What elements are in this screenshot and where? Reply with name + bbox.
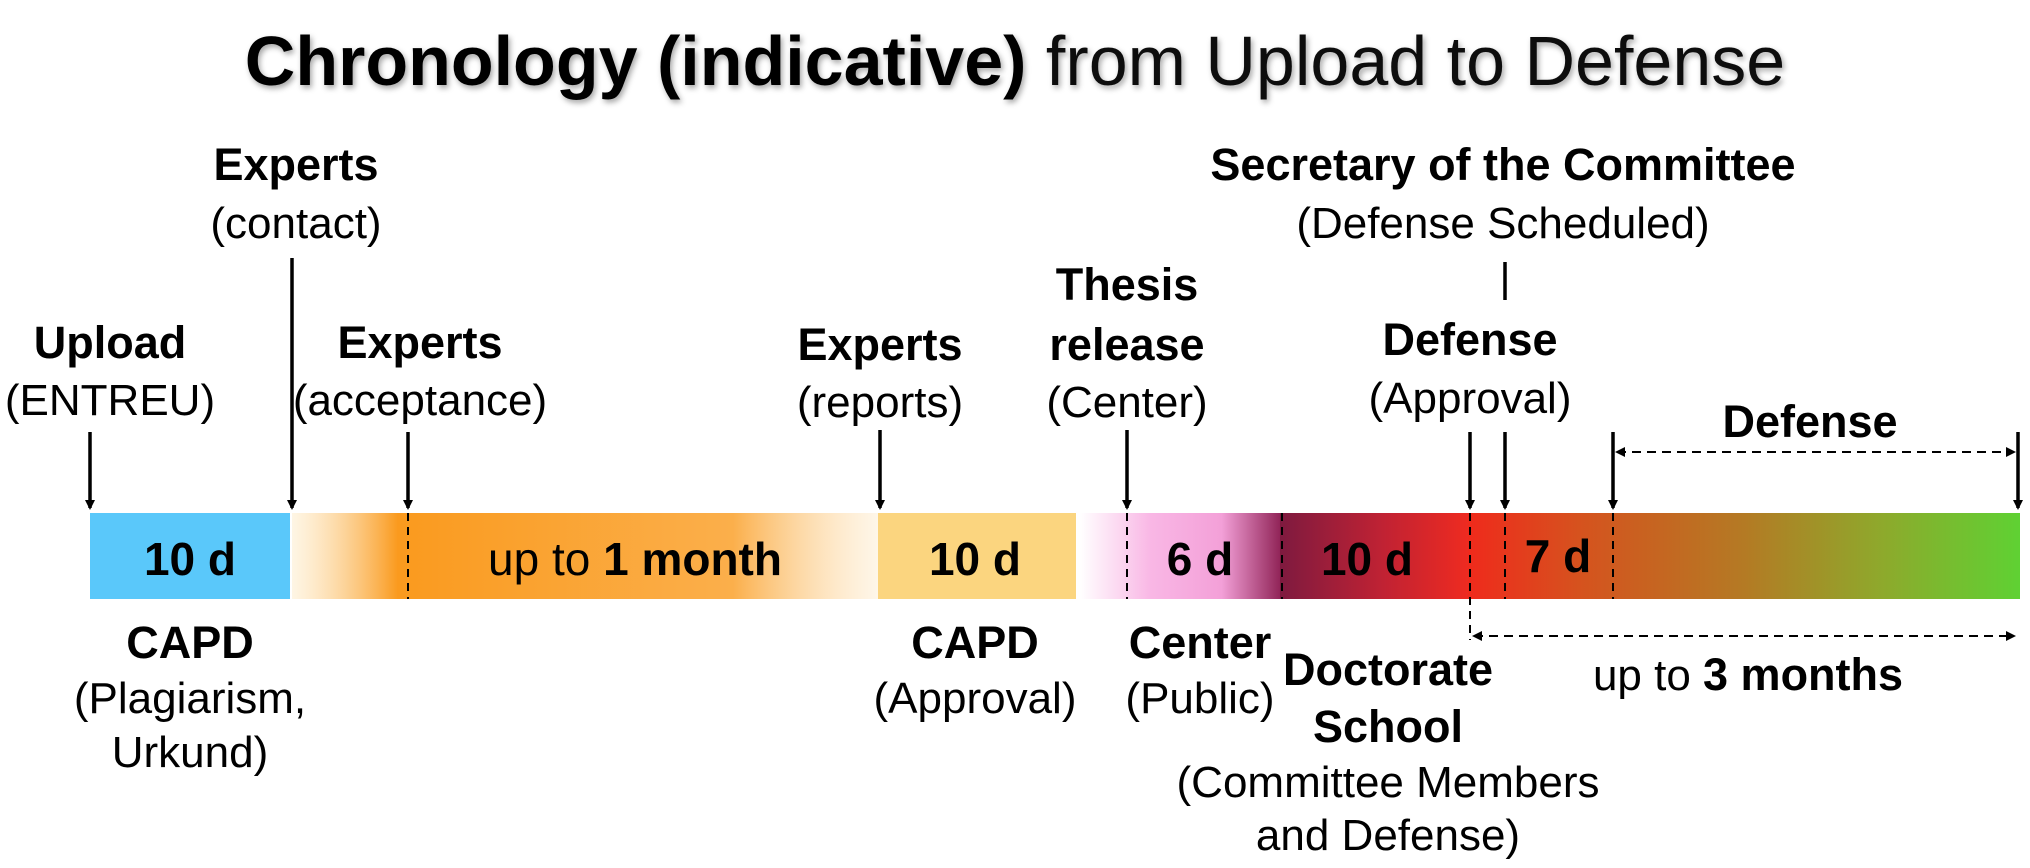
segment-capd-approval xyxy=(878,513,1076,599)
experts-contact-sub: (contact) xyxy=(210,199,381,248)
segment-label-final: 7 d xyxy=(1525,530,1591,582)
range-bold: 3 months xyxy=(1703,649,1903,700)
upload-sub: (ENTREU) xyxy=(5,376,215,425)
upload-label: Upload xyxy=(34,317,187,368)
title-rest: from Upload to Defense xyxy=(1026,22,1785,100)
secretary-sub: (Defense Scheduled) xyxy=(1296,199,1709,248)
capd1-sub-1: (Plagiarism, xyxy=(74,674,306,723)
capd2-sub: (Approval) xyxy=(874,674,1077,723)
bar-separators xyxy=(407,513,1614,640)
capd1-sub-2: Urkund) xyxy=(112,728,269,777)
experts-acceptance-sub: (acceptance) xyxy=(293,376,547,425)
segment-label-center: 6 d xyxy=(1167,533,1233,585)
defense-approval-sub: (Approval) xyxy=(1369,374,1572,423)
segment-label-capd2: 10 d xyxy=(929,533,1021,585)
segment-experts-month xyxy=(292,513,880,599)
experts-acceptance-label: Experts xyxy=(337,317,502,368)
defense-approval-label: Defense xyxy=(1382,314,1557,365)
month-pre: up to xyxy=(488,533,603,585)
experts-reports-sub: (reports) xyxy=(797,378,963,427)
thesis-release-sub: (Center) xyxy=(1046,378,1207,427)
doctorate-sub-2: and Defense) xyxy=(1256,811,1520,860)
segment-defense-period xyxy=(1468,513,2020,599)
secretary-label: Secretary of the Committee xyxy=(1210,139,1795,190)
experts-reports-label: Experts xyxy=(797,319,962,370)
range-arrows xyxy=(1472,447,2016,641)
center-sub: (Public) xyxy=(1125,674,1274,723)
range-pre: up to xyxy=(1593,651,1703,700)
experts-contact-label: Experts xyxy=(213,139,378,190)
doctorate-actor-2: School xyxy=(1313,701,1463,752)
center-actor: Center xyxy=(1129,617,1272,668)
doctorate-sub-1: (Committee Members xyxy=(1177,758,1600,807)
segment-doctorate-school xyxy=(1280,513,1470,599)
defense-label: Defense xyxy=(1722,396,1897,447)
thesis-release-label-2: release xyxy=(1049,319,1204,370)
month-bold: 1 month xyxy=(603,533,782,585)
doctorate-actor-1: Doctorate xyxy=(1283,644,1493,695)
segment-label-doctorate: 10 d xyxy=(1321,533,1413,585)
segment-center-public xyxy=(1080,513,1282,599)
segment-label-capd1: 10 d xyxy=(144,533,236,585)
segment-capd-plagiarism xyxy=(90,513,290,599)
three-months-label: up to 3 months xyxy=(1593,649,1903,700)
capd2-actor: CAPD xyxy=(911,617,1039,668)
segment-label-month: up to 1 month xyxy=(488,533,782,585)
title-bold: Chronology (indicative) xyxy=(245,22,1027,100)
thesis-release-label-1: Thesis xyxy=(1056,259,1199,310)
page-title: Chronology (indicative) from Upload to D… xyxy=(245,22,1785,100)
capd1-actor: CAPD xyxy=(126,617,254,668)
milestone-arrows xyxy=(85,258,2023,510)
